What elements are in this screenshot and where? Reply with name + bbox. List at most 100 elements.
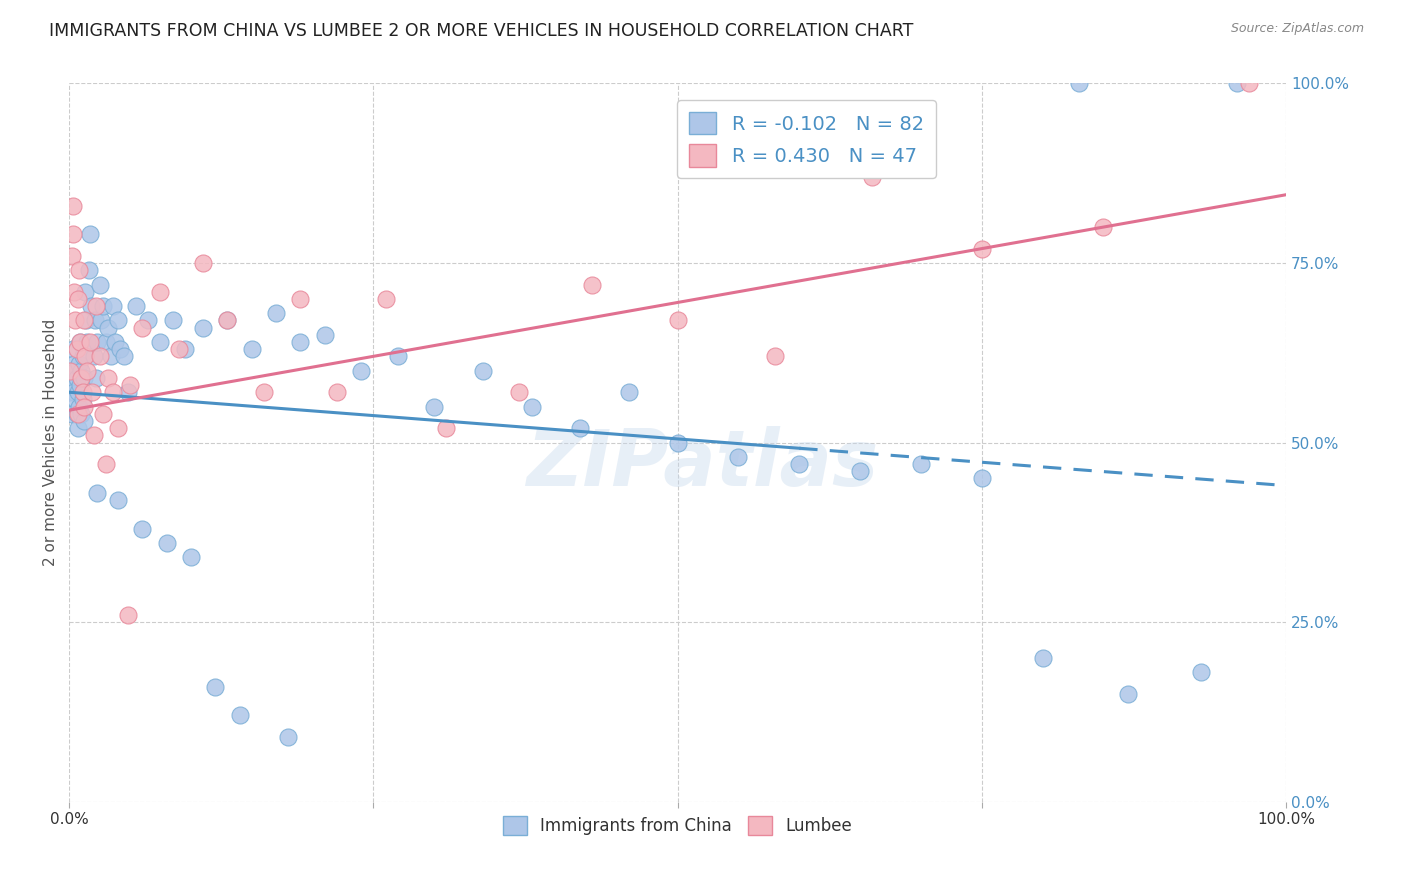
Point bbox=[666, 435, 689, 450]
Point bbox=[155, 536, 177, 550]
Point bbox=[104, 334, 127, 349]
Point bbox=[76, 364, 98, 378]
Point bbox=[107, 421, 129, 435]
Point bbox=[67, 263, 90, 277]
Point bbox=[204, 680, 226, 694]
Point bbox=[62, 342, 84, 356]
Point bbox=[63, 285, 86, 299]
Point bbox=[73, 313, 96, 327]
Point bbox=[73, 414, 96, 428]
Point bbox=[72, 392, 94, 407]
Text: ZIPatlas: ZIPatlas bbox=[526, 426, 879, 502]
Point bbox=[107, 492, 129, 507]
Point bbox=[97, 371, 120, 385]
Point bbox=[314, 327, 336, 342]
Point bbox=[79, 334, 101, 349]
Point bbox=[97, 320, 120, 334]
Point bbox=[217, 313, 239, 327]
Point bbox=[62, 378, 84, 392]
Point bbox=[84, 371, 107, 385]
Point bbox=[60, 364, 83, 378]
Point bbox=[860, 169, 883, 184]
Point bbox=[65, 407, 87, 421]
Point bbox=[763, 349, 786, 363]
Point bbox=[787, 457, 810, 471]
Point bbox=[387, 349, 409, 363]
Point bbox=[1226, 77, 1249, 91]
Point bbox=[86, 334, 108, 349]
Point bbox=[91, 299, 114, 313]
Point bbox=[84, 299, 107, 313]
Point bbox=[73, 400, 96, 414]
Point bbox=[63, 357, 86, 371]
Point bbox=[83, 428, 105, 442]
Point bbox=[436, 421, 458, 435]
Point bbox=[65, 313, 87, 327]
Point bbox=[173, 342, 195, 356]
Point bbox=[180, 550, 202, 565]
Point bbox=[1092, 220, 1115, 235]
Point bbox=[617, 385, 640, 400]
Point bbox=[80, 299, 103, 313]
Point bbox=[374, 292, 396, 306]
Point bbox=[117, 385, 139, 400]
Point bbox=[1069, 77, 1091, 91]
Point bbox=[1239, 77, 1261, 91]
Point bbox=[67, 400, 90, 414]
Point bbox=[90, 313, 112, 327]
Point bbox=[120, 378, 142, 392]
Point bbox=[131, 522, 153, 536]
Point bbox=[82, 385, 104, 400]
Point bbox=[228, 708, 250, 723]
Point bbox=[125, 299, 148, 313]
Point bbox=[70, 364, 93, 378]
Point bbox=[94, 334, 117, 349]
Point bbox=[79, 227, 101, 242]
Point bbox=[107, 313, 129, 327]
Point bbox=[70, 371, 93, 385]
Point bbox=[191, 320, 214, 334]
Point bbox=[77, 263, 100, 277]
Point bbox=[191, 256, 214, 270]
Point bbox=[86, 485, 108, 500]
Point bbox=[65, 342, 87, 356]
Point bbox=[569, 421, 592, 435]
Point bbox=[253, 385, 276, 400]
Point bbox=[1116, 687, 1139, 701]
Point bbox=[72, 349, 94, 363]
Point bbox=[290, 334, 312, 349]
Point bbox=[73, 349, 96, 363]
Point bbox=[581, 277, 603, 292]
Point bbox=[66, 421, 89, 435]
Point bbox=[100, 349, 122, 363]
Point bbox=[240, 342, 263, 356]
Point bbox=[91, 407, 114, 421]
Point bbox=[69, 334, 91, 349]
Point bbox=[101, 299, 124, 313]
Point bbox=[69, 378, 91, 392]
Point bbox=[167, 342, 190, 356]
Point bbox=[277, 730, 299, 744]
Point bbox=[149, 285, 172, 299]
Point bbox=[63, 385, 86, 400]
Point bbox=[290, 292, 312, 306]
Point bbox=[666, 313, 689, 327]
Point bbox=[60, 407, 83, 421]
Point bbox=[83, 349, 105, 363]
Point bbox=[350, 364, 373, 378]
Point bbox=[727, 450, 749, 464]
Point bbox=[83, 313, 105, 327]
Text: IMMIGRANTS FROM CHINA VS LUMBEE 2 OR MORE VEHICLES IN HOUSEHOLD CORRELATION CHAR: IMMIGRANTS FROM CHINA VS LUMBEE 2 OR MOR… bbox=[49, 22, 914, 40]
Point bbox=[520, 400, 543, 414]
Point bbox=[101, 385, 124, 400]
Point bbox=[970, 242, 993, 256]
Y-axis label: 2 or more Vehicles in Household: 2 or more Vehicles in Household bbox=[44, 318, 58, 566]
Point bbox=[94, 457, 117, 471]
Point bbox=[110, 342, 132, 356]
Point bbox=[65, 392, 87, 407]
Point bbox=[112, 349, 135, 363]
Point bbox=[66, 385, 89, 400]
Point bbox=[72, 385, 94, 400]
Point bbox=[69, 334, 91, 349]
Point bbox=[131, 320, 153, 334]
